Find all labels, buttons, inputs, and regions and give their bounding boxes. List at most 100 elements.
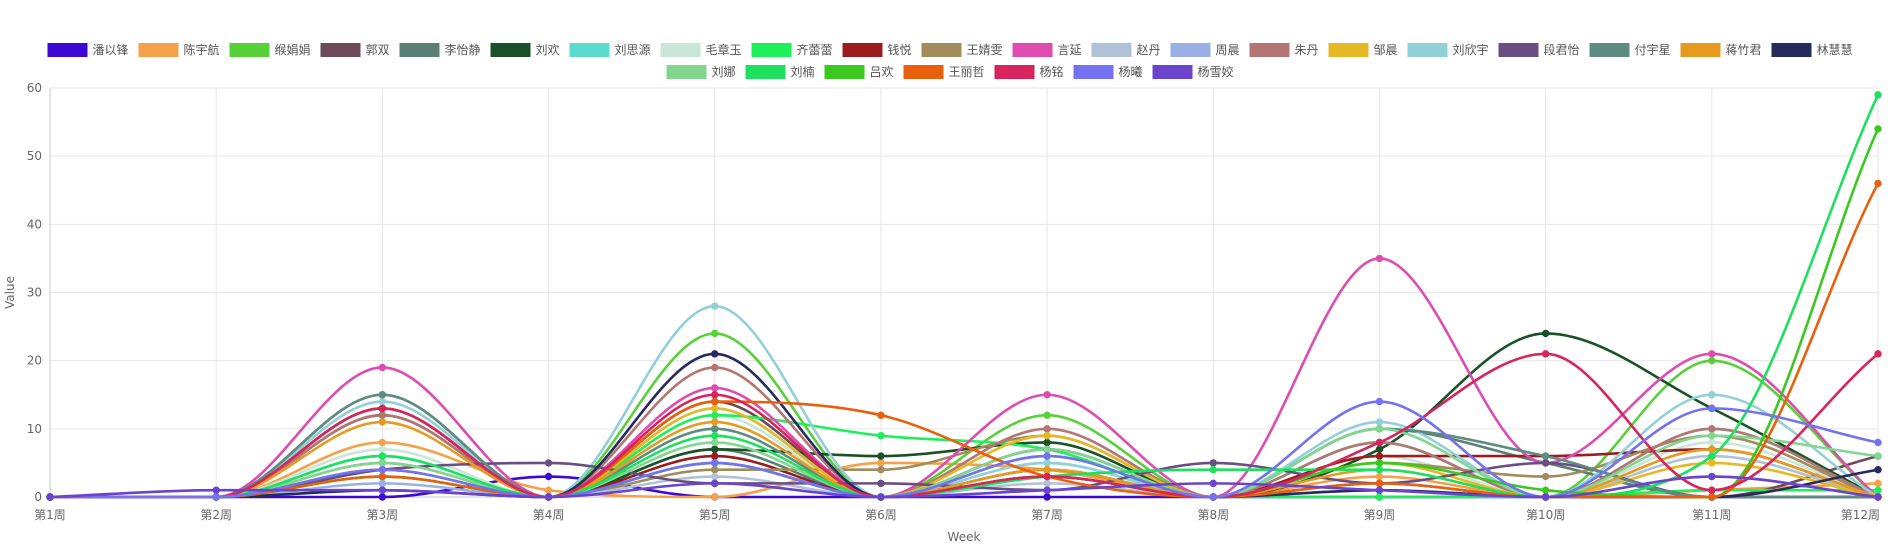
y-axis-title: Value bbox=[3, 276, 17, 309]
legend-swatch bbox=[1771, 43, 1812, 57]
legend-swatch bbox=[1680, 43, 1721, 57]
y-tick-label: 0 bbox=[34, 490, 42, 504]
data-point bbox=[1708, 472, 1716, 481]
legend-label: 周晨 bbox=[1216, 43, 1240, 57]
data-point bbox=[46, 493, 54, 501]
x-tick-label: 第1周 bbox=[34, 508, 66, 522]
legend-swatch bbox=[47, 43, 88, 57]
data-point bbox=[1708, 350, 1716, 358]
legend-swatch bbox=[824, 65, 865, 79]
legend-item[interactable]: 蒋竹君 bbox=[1680, 43, 1762, 57]
legend-item[interactable]: 刘楠 bbox=[745, 64, 815, 79]
legend-item[interactable]: 杨铭 bbox=[994, 64, 1064, 79]
series-points bbox=[46, 91, 1882, 501]
data-point bbox=[1375, 397, 1384, 406]
data-point bbox=[378, 459, 387, 467]
legend-item[interactable]: 钱悦 bbox=[842, 42, 912, 57]
data-point bbox=[711, 384, 719, 392]
data-point bbox=[378, 391, 387, 399]
legend-item[interactable]: 朱丹 bbox=[1249, 43, 1319, 57]
legend-swatch bbox=[745, 65, 786, 79]
legend-item[interactable]: 刘思源 bbox=[569, 43, 651, 57]
legend-label: 王丽哲 bbox=[948, 65, 984, 79]
data-point bbox=[1708, 459, 1716, 467]
x-tick-label: 第2周 bbox=[200, 508, 232, 522]
data-point bbox=[378, 486, 387, 494]
legend-item[interactable]: 刘欣宇 bbox=[1407, 43, 1489, 57]
legend-item[interactable]: 潘以锋 bbox=[47, 43, 129, 57]
legend-item[interactable]: 杨曦 bbox=[1073, 64, 1143, 79]
data-point bbox=[544, 486, 553, 494]
legend-swatch bbox=[666, 65, 707, 79]
data-point bbox=[1375, 254, 1384, 263]
data-point bbox=[1043, 486, 1051, 494]
data-point bbox=[1874, 179, 1882, 188]
legend-item[interactable]: 杨雪姣 bbox=[1152, 64, 1234, 79]
legend-item[interactable]: 郭双 bbox=[320, 43, 390, 57]
legend-label: 吕欢 bbox=[869, 64, 893, 79]
data-point bbox=[711, 329, 719, 338]
legend-swatch bbox=[1407, 43, 1448, 57]
x-tick-label: 第12周 bbox=[1841, 508, 1880, 522]
legend-item[interactable]: 刘娜 bbox=[666, 65, 736, 79]
data-point bbox=[711, 391, 719, 399]
legend-label: 刘欢 bbox=[535, 42, 559, 57]
legend-swatch bbox=[1012, 43, 1053, 57]
legend-label: 言延 bbox=[1058, 43, 1082, 57]
legend-item[interactable]: 缑娟娟 bbox=[229, 43, 311, 57]
legend-swatch bbox=[490, 43, 531, 57]
data-point bbox=[711, 397, 719, 406]
legend-item[interactable]: 林慧慧 bbox=[1771, 42, 1853, 57]
legend-item[interactable]: 赵丹 bbox=[1091, 43, 1161, 57]
legend-item[interactable]: 王婧雯 bbox=[921, 42, 1003, 57]
series-line bbox=[48, 257, 1880, 499]
legend-item[interactable]: 周晨 bbox=[1170, 43, 1240, 57]
data-point bbox=[711, 363, 719, 372]
legend-swatch bbox=[320, 43, 361, 57]
legend-label: 钱悦 bbox=[887, 42, 911, 57]
data-point bbox=[1541, 459, 1550, 467]
data-point bbox=[1541, 452, 1550, 460]
data-point bbox=[877, 431, 885, 440]
legend-label: 刘娜 bbox=[711, 65, 735, 79]
data-point bbox=[1874, 493, 1882, 501]
legend-label: 段君怡 bbox=[1544, 42, 1580, 57]
data-point bbox=[1874, 466, 1882, 474]
legend-item[interactable]: 陈宇航 bbox=[138, 42, 220, 57]
data-point bbox=[378, 452, 387, 460]
legend-label: 王婧雯 bbox=[966, 42, 1002, 57]
data-point bbox=[877, 493, 885, 501]
data-point bbox=[1375, 418, 1384, 426]
legend-swatch bbox=[994, 65, 1035, 79]
legend-item[interactable]: 刘欢 bbox=[490, 42, 560, 57]
x-tick-label: 第3周 bbox=[367, 508, 399, 522]
data-point bbox=[877, 411, 885, 419]
legend-item[interactable]: 吕欢 bbox=[824, 64, 894, 79]
legend-item[interactable]: 付宇星 bbox=[1589, 43, 1671, 57]
data-point bbox=[1043, 391, 1051, 399]
legend-item[interactable]: 王丽哲 bbox=[903, 65, 985, 79]
x-tick-label: 第8周 bbox=[1197, 508, 1229, 522]
legend-item[interactable]: 言延 bbox=[1012, 43, 1082, 57]
data-point bbox=[1708, 486, 1716, 494]
legend-swatch bbox=[842, 43, 883, 57]
data-point bbox=[1541, 493, 1550, 501]
data-point bbox=[544, 459, 553, 467]
legend-item[interactable]: 邹晨 bbox=[1328, 43, 1398, 57]
data-point bbox=[378, 411, 387, 419]
data-point bbox=[1708, 493, 1716, 501]
legend-item[interactable]: 李怡静 bbox=[399, 42, 481, 57]
series-line bbox=[48, 475, 1880, 499]
legend-label: 刘思源 bbox=[614, 43, 650, 57]
data-point bbox=[1874, 91, 1882, 99]
legend-item[interactable]: 段君怡 bbox=[1498, 42, 1580, 57]
data-point bbox=[1209, 459, 1217, 467]
data-point bbox=[378, 479, 387, 488]
x-tick-label: 第5周 bbox=[699, 508, 731, 522]
legend-item[interactable]: 齐蕾蕾 bbox=[751, 42, 833, 57]
legend-item[interactable]: 毛章玉 bbox=[660, 42, 742, 57]
data-point bbox=[877, 466, 885, 474]
y-tick-label: 40 bbox=[27, 217, 42, 231]
data-point bbox=[711, 438, 719, 447]
